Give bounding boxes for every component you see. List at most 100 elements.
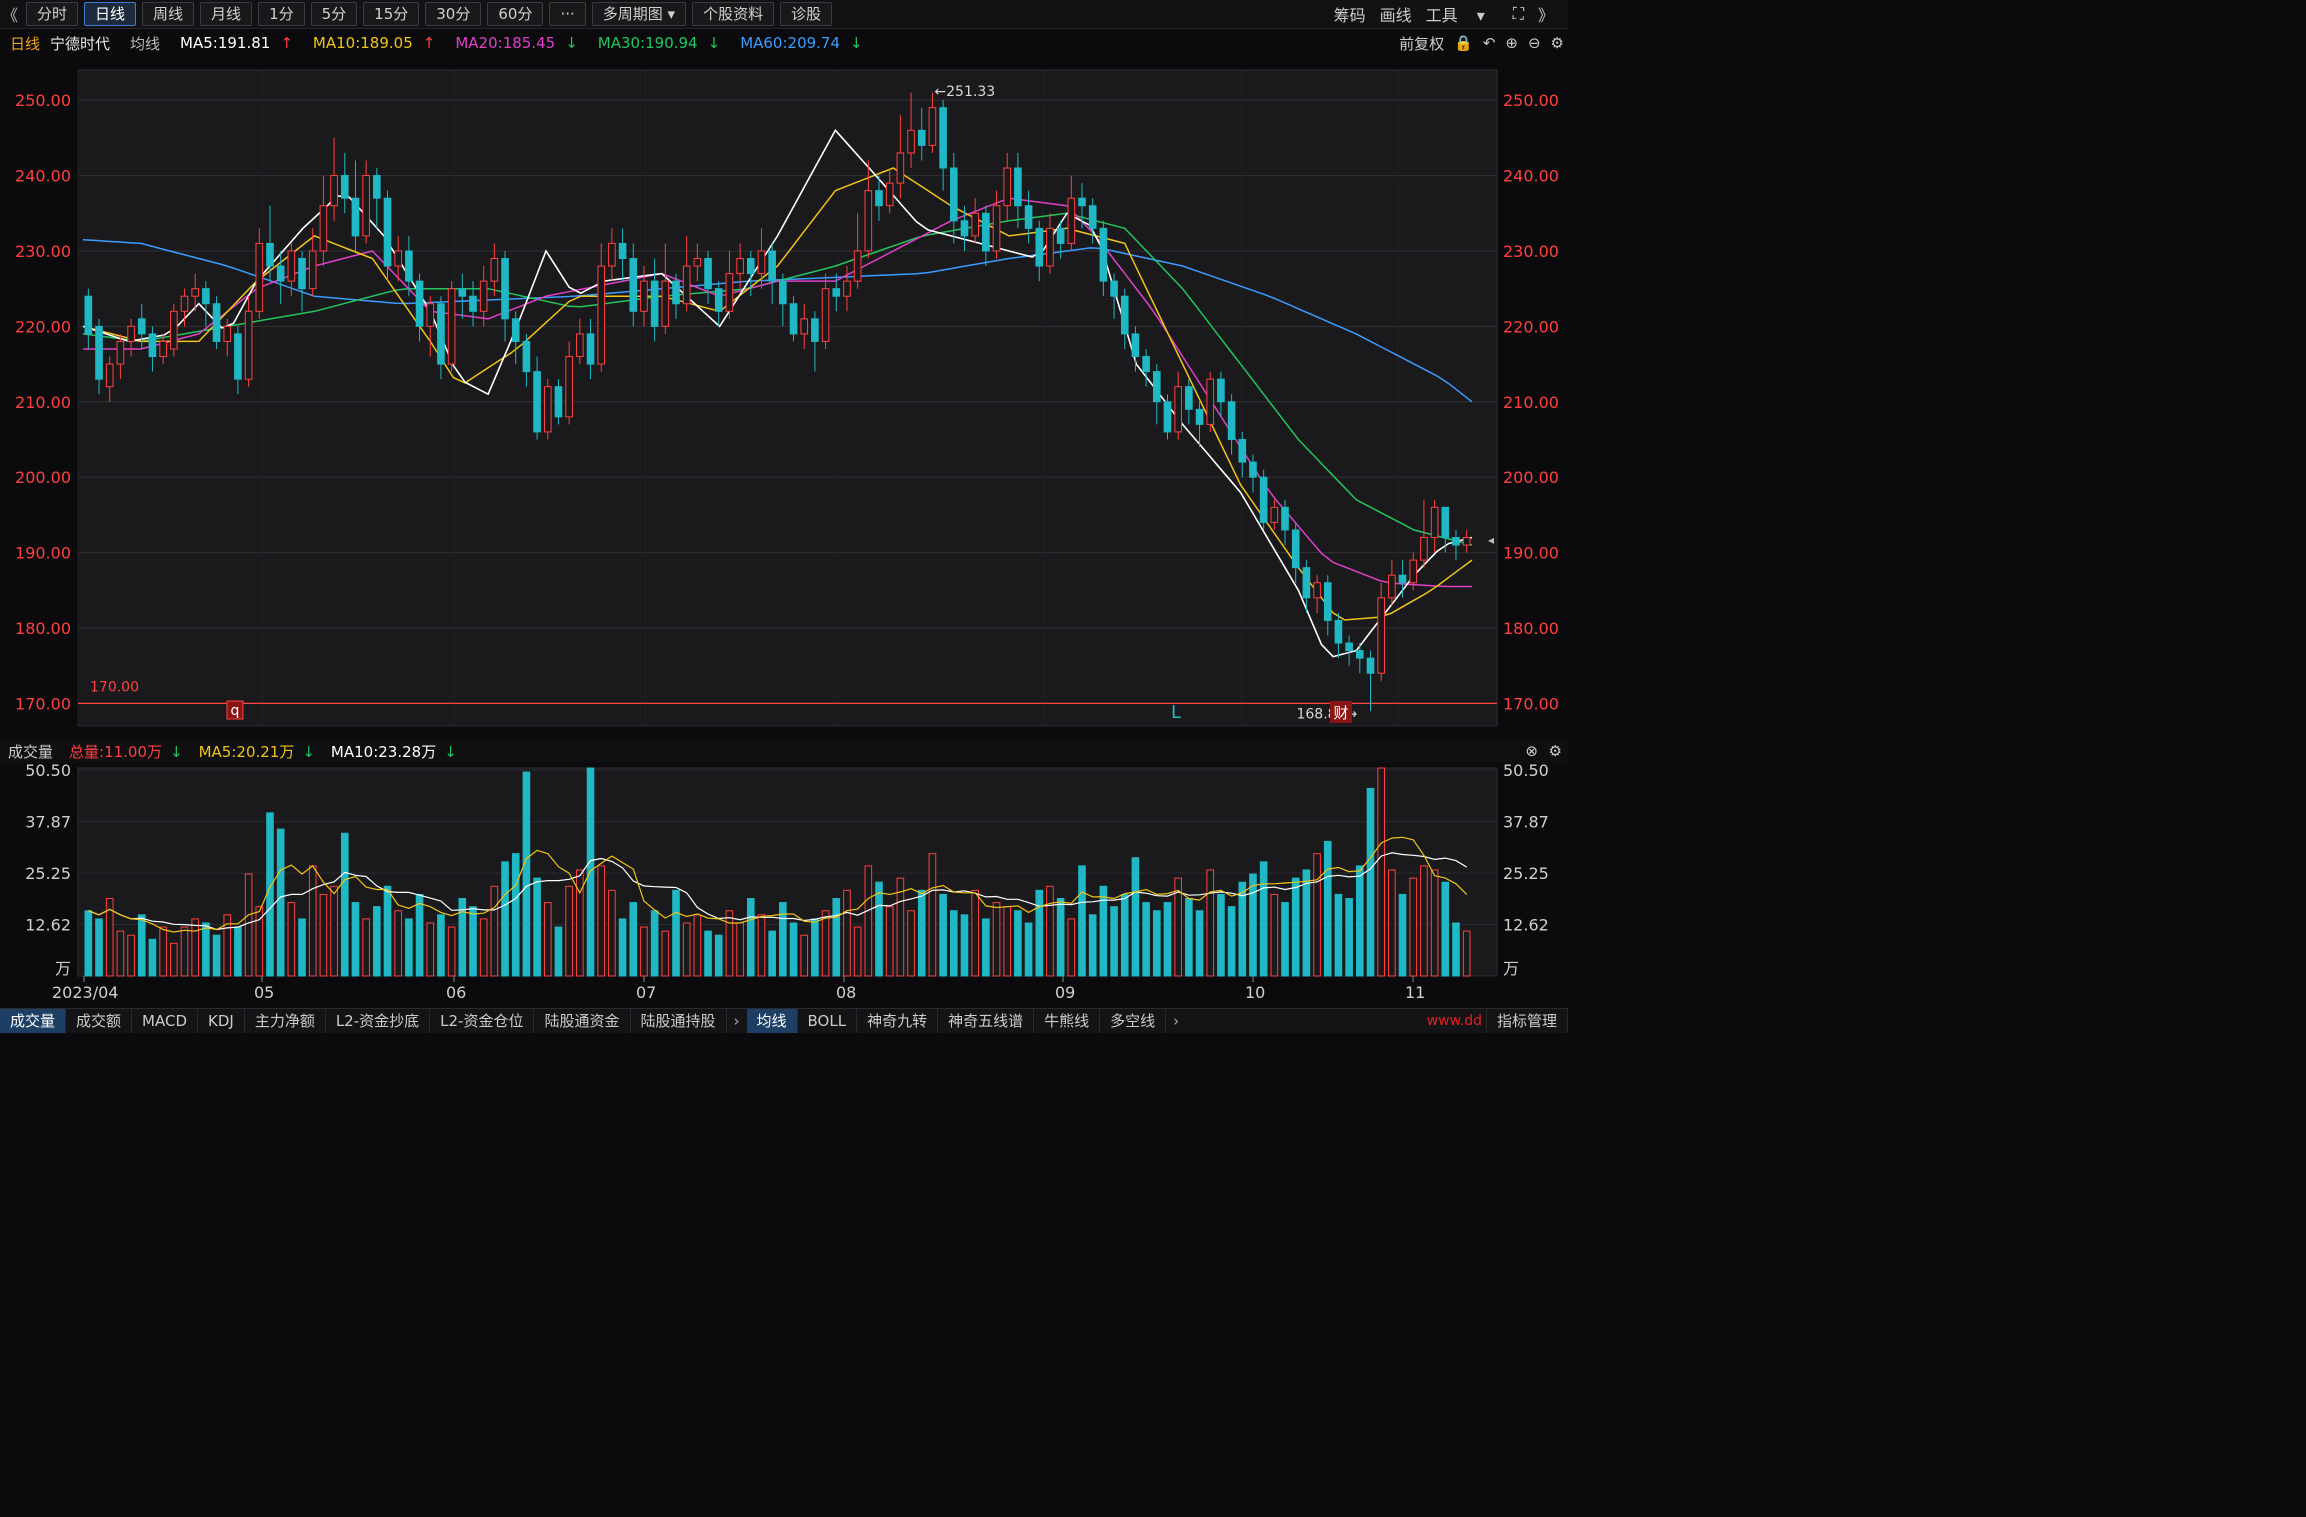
chevron-right-icon[interactable]: › [733,1012,740,1030]
volume-bar [426,922,435,977]
volume-bar [170,942,178,977]
tab-macd[interactable]: MACD [132,1009,198,1033]
tab-1min[interactable]: 1分 [258,2,305,26]
candle-body [1270,506,1279,523]
ma60-line [82,238,1473,403]
candle-body [1345,642,1353,652]
volume-bar [458,898,467,977]
candle-body [212,303,221,342]
ma30-label: MA30:190.94 [597,34,698,52]
volume-bar [875,881,883,977]
candle-body [736,258,744,275]
candle-body [1441,506,1450,538]
tab-kdj[interactable]: KDJ [198,1009,245,1033]
candle-body [1259,476,1268,523]
candle-body [1174,386,1182,433]
volume-bar [84,910,93,977]
candle-body [1142,356,1150,373]
multi-period-dropdown[interactable]: 多周期图 ▾ [591,2,687,26]
watermark: www.dd [1426,1013,1482,1029]
indicator-manage-button[interactable]: 指标管理 [1485,1009,1568,1033]
tab-fenshi[interactable]: 分时 [26,2,79,26]
candle-body [255,242,264,312]
tab-weekly[interactable]: 周线 [142,2,195,26]
tab-monthly[interactable]: 月线 [200,2,253,26]
tab-bull-bear[interactable]: 牛熊线 [1034,1009,1101,1033]
draw-button[interactable]: 画线 [1379,6,1412,25]
tab-daily[interactable]: 日线 [84,2,137,26]
y-tick-label: 200.00 [15,468,71,487]
undo-icon[interactable]: ↶ [1482,34,1496,52]
volume-bar [597,865,606,977]
more-periods-button[interactable]: ··· [549,2,586,26]
zoom-out-icon[interactable]: ⊖ [1527,34,1541,52]
x-tick-label: 2023/04 [52,983,118,1002]
candle-body [682,265,691,305]
volume-bar [116,930,125,977]
candle-body [298,258,306,290]
tab-turnover[interactable]: 成交额 [66,1009,133,1033]
tab-30min[interactable]: 30分 [425,2,482,26]
tab-five-lines[interactable]: 神奇五线谱 [938,1009,1035,1033]
adjust-button[interactable]: 前复权 [1399,34,1445,53]
y-tick-label: 210.00 [1503,393,1559,412]
settings-gear-icon[interactable]: ⚙ [1550,34,1564,52]
y-tick-label: 250.00 [1503,91,1559,110]
volume-bar [1014,910,1022,977]
volume-bar [789,922,798,977]
tab-ma[interactable]: 均线 [746,1009,798,1033]
tab-5min[interactable]: 5分 [310,2,358,26]
fullscreen-icon[interactable]: ⛶ [1512,4,1524,23]
tab-l2-position[interactable]: L2-资金仓位 [430,1009,535,1033]
tab-volume[interactable]: 成交量 [0,1009,67,1033]
volume-bar [1238,881,1247,977]
tab-hk-flow[interactable]: 陆股通资金 [534,1009,631,1033]
candle-body [1120,295,1129,335]
volume-bar [437,914,445,977]
tab-60min[interactable]: 60分 [487,2,544,26]
candle-body [746,258,755,275]
y-tick-label: 180.00 [1503,619,1559,638]
close-icon[interactable]: ⊗ [1525,742,1538,760]
chip-button[interactable]: 筹码 [1333,6,1366,25]
volume-chart[interactable]: 50.50 50.50 37.87 37.87 25.25 25.25 12.62 12.62… [0,764,1568,1008]
lock-icon[interactable]: 🔒 [1454,34,1473,52]
candle-body [896,152,905,184]
tools-dropdown[interactable]: 工具 ▾ [1426,2,1499,26]
ma20-label: MA20:185.45 [455,34,556,52]
tab-hk-holding[interactable]: 陆股通持股 [631,1009,727,1033]
candle-body [1291,529,1300,569]
price-chart[interactable]: 250.00 240.00 230.00 220.00 210.00 200.00 190.… [0,58,1568,738]
tab-15min[interactable]: 15分 [363,2,420,26]
candle-body [554,386,563,418]
candle-body [843,280,851,297]
tab-l2-bottom[interactable]: L2-资金抄底 [326,1009,431,1033]
tab-long-short[interactable]: 多空线 [1100,1009,1167,1033]
event-marker-cai-box [1330,701,1352,723]
candle-body [1388,574,1396,599]
chevron-right-icon[interactable]: › [1173,1012,1180,1030]
candle-body [223,325,232,342]
gear-icon[interactable]: ⚙ [1548,742,1562,760]
expand-right-icon[interactable]: 》 [1537,6,1554,25]
stock-info-button[interactable]: 个股资料 [692,2,775,26]
volume-bar [629,902,638,977]
volume-bar [405,918,413,977]
volume-ma5: MA5:20.21万 ↓ [191,741,315,762]
collapse-left-icon[interactable]: 《 [1,6,18,25]
candle-body [1206,378,1215,425]
volume-bar [308,865,317,977]
candle-body [1195,408,1204,425]
tab-boll[interactable]: BOLL [798,1009,858,1033]
volume-legend: 成交量 总量:11.00万 ↓ MA5:20.21万 ↓ MA10:23.28万 ↓ … [0,739,1568,763]
y-tick-label: 220.00 [1503,317,1559,336]
candle-body [458,288,467,297]
tab-td9[interactable]: 神奇九转 [857,1009,939,1033]
volume-bar [907,910,915,977]
indicator-type[interactable]: 均线 [130,34,161,53]
volume-bar [1302,869,1311,977]
zoom-in-icon[interactable]: ⊕ [1505,34,1518,52]
candle-body [618,242,627,260]
tab-main-net[interactable]: 主力净额 [245,1009,326,1033]
diagnose-button[interactable]: 诊股 [780,2,833,26]
